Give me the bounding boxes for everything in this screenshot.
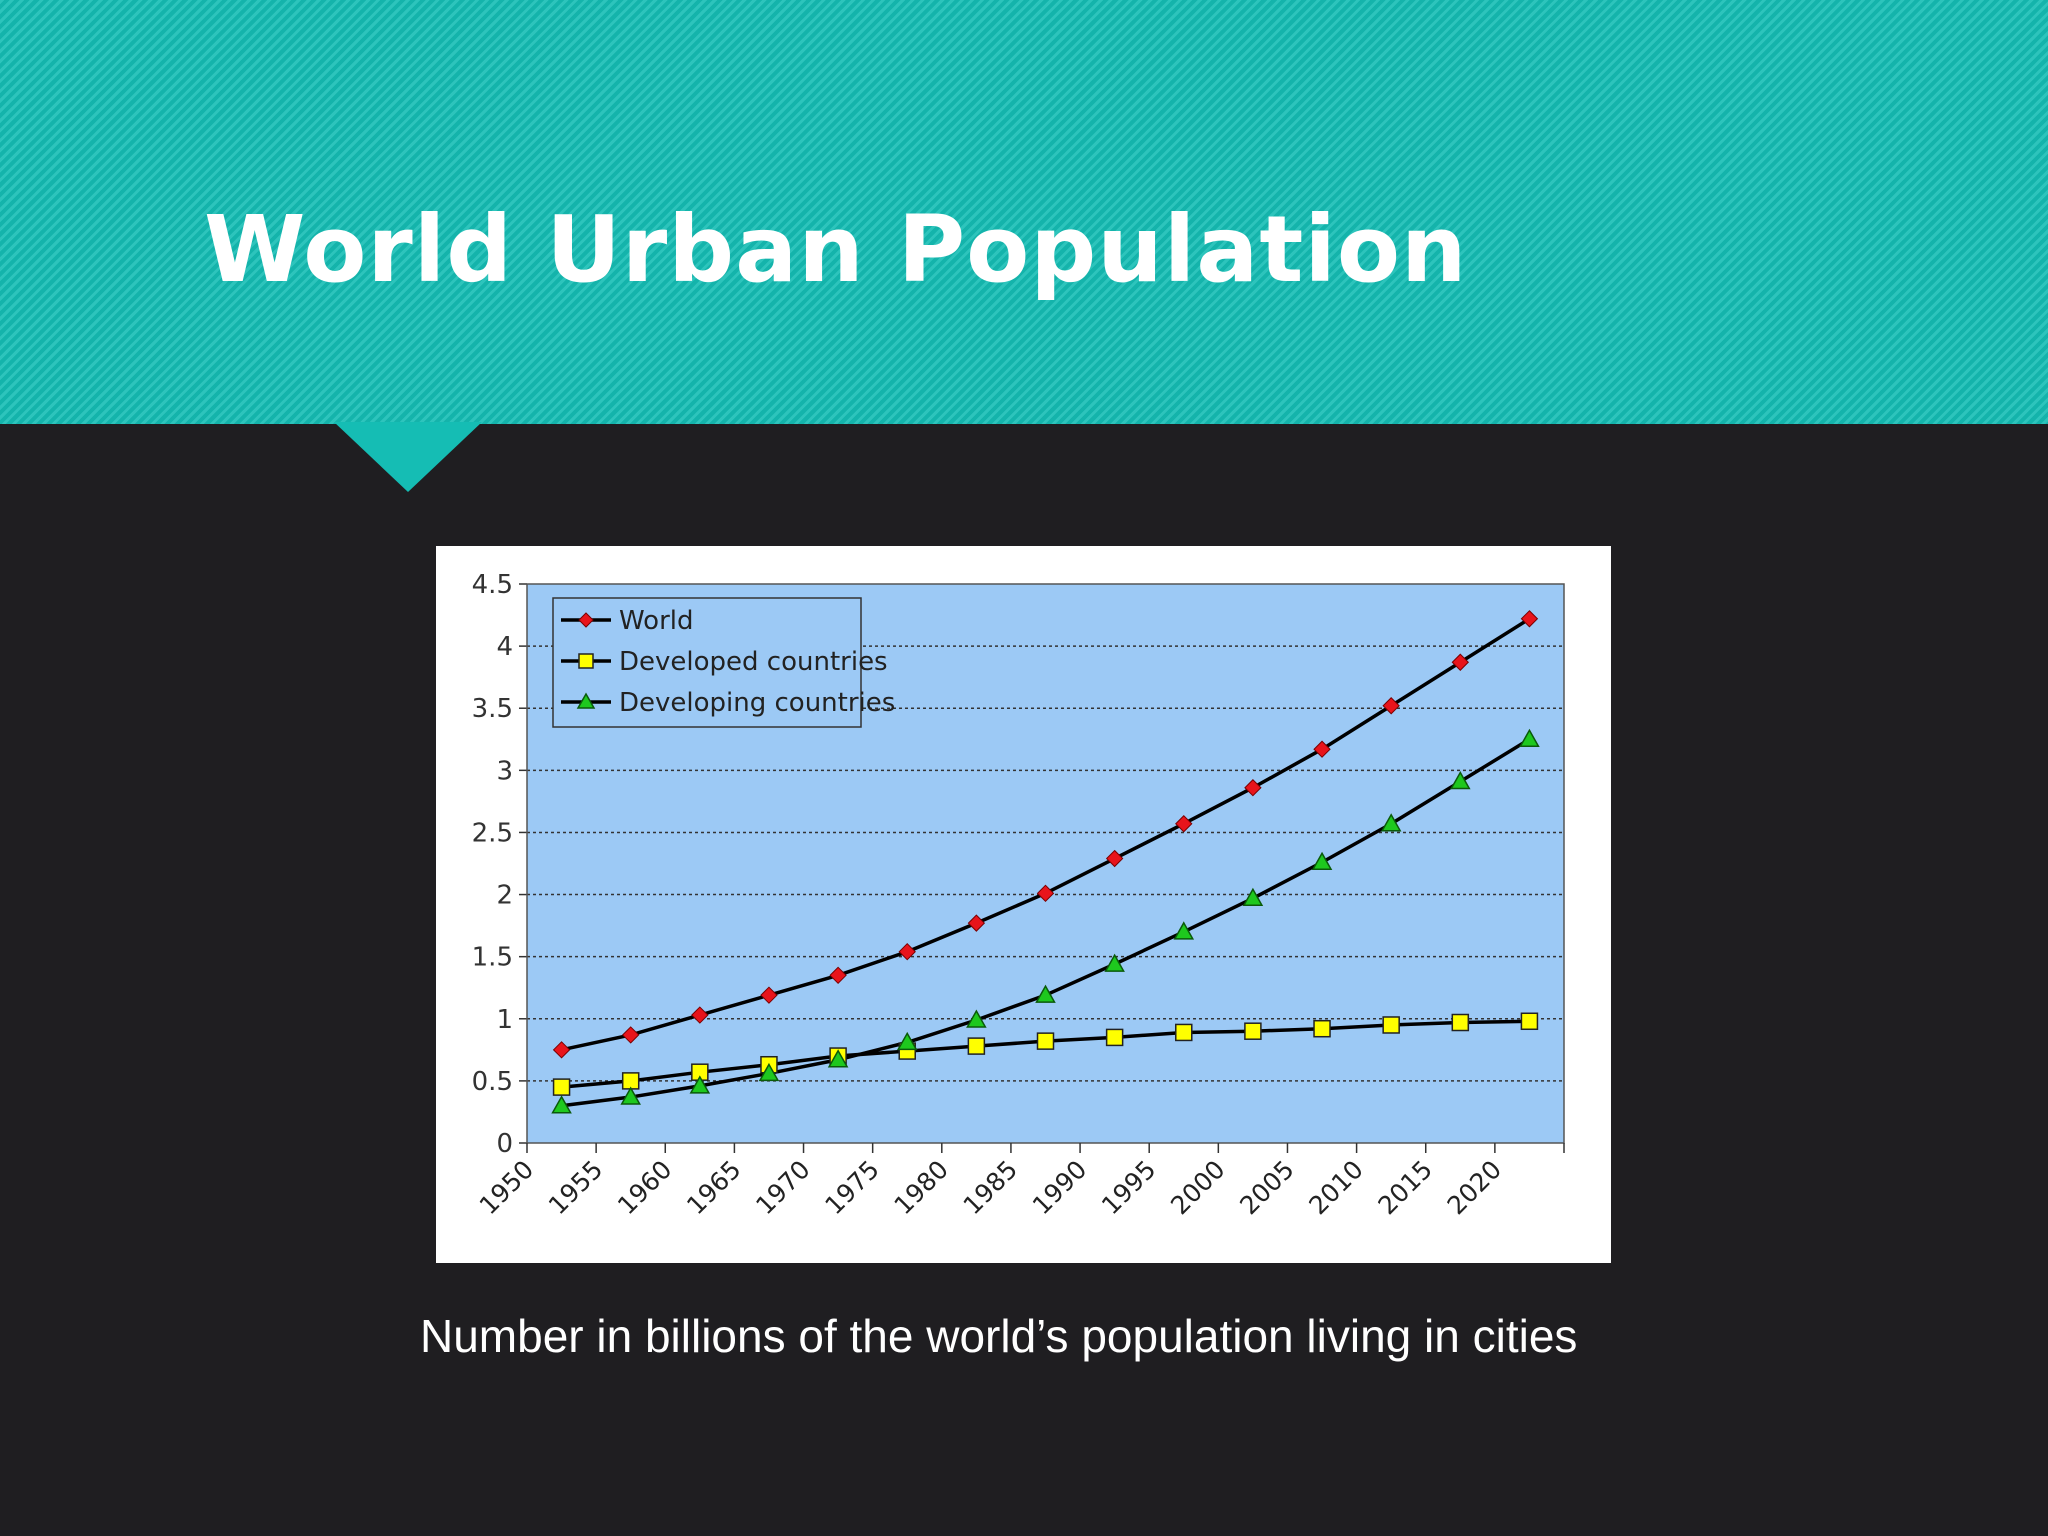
x-tick-label: 1990 xyxy=(1027,1155,1092,1220)
y-tick-label: 1 xyxy=(496,1005,513,1035)
title-banner xyxy=(0,0,2048,424)
data-point-2 xyxy=(827,1049,849,1068)
y-tick-label: 4 xyxy=(496,632,513,662)
data-point-0 xyxy=(967,914,986,932)
x-tick-label: 2015 xyxy=(1372,1155,1437,1220)
plot-border xyxy=(526,583,1565,1144)
y-tick-label: 0 xyxy=(496,1129,513,1159)
data-point-1 xyxy=(1244,1022,1262,1040)
data-point-1 xyxy=(1105,1028,1124,1047)
data-point-1 xyxy=(1382,1016,1400,1034)
data-point-2 xyxy=(1242,887,1264,907)
x-tick-label: 2010 xyxy=(1303,1155,1368,1220)
data-point-0 xyxy=(1520,610,1539,628)
data-point-1 xyxy=(1313,1019,1331,1038)
data-point-2 xyxy=(620,1086,641,1105)
x-tick-label: 1965 xyxy=(681,1155,746,1220)
data-point-2 xyxy=(896,1031,918,1051)
x-tick-label: 1955 xyxy=(543,1155,608,1220)
x-tick-label: 2005 xyxy=(1234,1155,1299,1220)
data-point-2 xyxy=(966,1009,987,1028)
x-tick-label: 1960 xyxy=(612,1155,677,1220)
data-point-0 xyxy=(760,986,778,1004)
data-point-2 xyxy=(1311,851,1333,871)
data-point-2 xyxy=(1380,813,1402,832)
data-point-0 xyxy=(621,1026,640,1044)
x-tick-label: 1995 xyxy=(1096,1155,1161,1220)
banner-notch xyxy=(334,422,482,492)
data-point-0 xyxy=(1244,779,1262,797)
data-point-0 xyxy=(1175,815,1193,833)
x-tick-label: 1975 xyxy=(819,1155,884,1220)
x-tick-label: 1980 xyxy=(889,1155,954,1220)
x-tick-label: 1985 xyxy=(958,1155,1023,1220)
y-tick-label: 4.5 xyxy=(472,570,513,600)
legend-marker-2 xyxy=(576,692,596,709)
y-tick-label: 2.5 xyxy=(472,818,513,848)
legend-marker-1 xyxy=(578,653,594,669)
data-point-2 xyxy=(689,1075,711,1094)
data-point-1 xyxy=(552,1078,571,1096)
x-tick-label: 1970 xyxy=(750,1155,815,1220)
legend-marker-0 xyxy=(578,612,594,628)
x-tick-label: 2000 xyxy=(1165,1155,1230,1220)
data-point-1 xyxy=(967,1037,986,1055)
data-point-0 xyxy=(829,966,847,985)
x-tick-label: 2020 xyxy=(1442,1155,1507,1220)
data-point-0 xyxy=(1105,849,1124,868)
x-tick-label: 1950 xyxy=(474,1155,539,1220)
data-point-2 xyxy=(1173,921,1195,940)
y-tick-label: 1.5 xyxy=(472,943,513,973)
data-point-0 xyxy=(691,1006,709,1024)
data-point-2 xyxy=(758,1062,780,1082)
chart-panel: 0 0.5 1 1.5 2 2.5 3 3.5 4 4.5 1950 1955 1960 1965 1970… xyxy=(436,546,1611,1263)
data-point-1 xyxy=(1175,1023,1193,1042)
data-point-0 xyxy=(1313,740,1331,758)
legend-label-0: World xyxy=(619,606,694,636)
legend-label-1: Developed countries xyxy=(619,647,888,677)
y-tick-label: 0.5 xyxy=(472,1067,513,1097)
data-point-1 xyxy=(1451,1013,1470,1032)
data-point-0 xyxy=(1451,653,1470,671)
data-point-2 xyxy=(1450,770,1471,790)
data-point-2 xyxy=(1104,953,1125,972)
data-point-1 xyxy=(1520,1012,1539,1031)
slide-title: World Urban Population xyxy=(204,196,1468,303)
y-tick-label: 3.5 xyxy=(472,694,513,724)
legend-label-2: Developing countries xyxy=(619,688,895,718)
urban-population-chart: 0 0.5 1 1.5 2 2.5 3 3.5 4 4.5 1950 1955 1960 1965 1970… xyxy=(472,570,1565,1220)
data-point-2 xyxy=(1035,984,1056,1003)
data-point-0 xyxy=(1036,884,1055,903)
chart-caption: Number in billions of the world’s popula… xyxy=(420,1310,1578,1362)
data-point-2 xyxy=(1519,728,1540,748)
data-point-0 xyxy=(898,942,916,961)
y-tick-label: 3 xyxy=(496,756,513,786)
data-point-1 xyxy=(621,1072,640,1090)
data-point-1 xyxy=(1036,1032,1055,1050)
data-point-2 xyxy=(551,1095,572,1114)
data-point-0 xyxy=(1382,697,1400,715)
y-tick-label: 2 xyxy=(496,881,513,911)
data-point-0 xyxy=(552,1041,571,1059)
